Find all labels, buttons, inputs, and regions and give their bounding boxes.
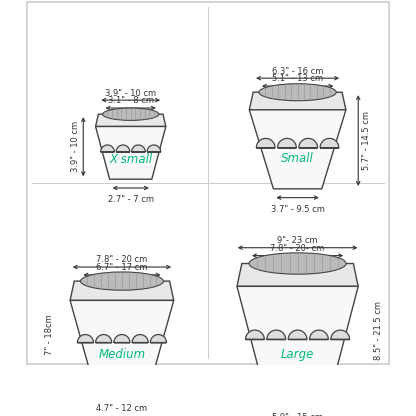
Polygon shape	[249, 110, 346, 189]
Polygon shape	[101, 145, 114, 152]
Polygon shape	[237, 286, 358, 397]
Polygon shape	[288, 330, 307, 339]
Text: Small: Small	[281, 151, 314, 165]
Polygon shape	[96, 114, 166, 126]
Polygon shape	[150, 334, 166, 343]
Text: 3.1" - 8 cm: 3.1" - 8 cm	[108, 97, 154, 105]
Text: Large: Large	[281, 347, 314, 361]
Text: 7.8" - 20- cm: 7.8" - 20- cm	[270, 244, 325, 253]
Text: X small: X small	[109, 154, 152, 166]
Polygon shape	[277, 139, 296, 148]
Text: 6.3" - 16 cm: 6.3" - 16 cm	[272, 67, 323, 76]
Text: 8.5" - 21.5 cm: 8.5" - 21.5 cm	[374, 301, 383, 360]
Polygon shape	[77, 334, 94, 343]
Polygon shape	[249, 92, 346, 110]
Polygon shape	[96, 334, 112, 343]
Polygon shape	[245, 330, 264, 339]
Text: 4.7" - 12 cm: 4.7" - 12 cm	[97, 404, 148, 413]
Polygon shape	[70, 281, 174, 300]
Text: Medium: Medium	[98, 348, 146, 362]
Polygon shape	[114, 334, 130, 343]
Polygon shape	[267, 330, 286, 339]
Text: 3.9" - 10 cm: 3.9" - 10 cm	[71, 121, 80, 172]
Text: 3.7" - 9.5 cm: 3.7" - 9.5 cm	[271, 205, 324, 214]
Polygon shape	[256, 139, 275, 148]
Polygon shape	[132, 334, 148, 343]
Ellipse shape	[259, 84, 336, 101]
Text: 7.8" - 20 cm: 7.8" - 20 cm	[96, 255, 148, 265]
FancyBboxPatch shape	[27, 2, 389, 364]
Text: 5.9" - 15 cm: 5.9" - 15 cm	[272, 413, 323, 416]
Polygon shape	[116, 145, 130, 152]
Polygon shape	[299, 139, 317, 148]
Polygon shape	[70, 300, 174, 388]
Polygon shape	[96, 126, 166, 179]
Text: 3.9" - 10 cm: 3.9" - 10 cm	[105, 89, 156, 97]
Polygon shape	[131, 145, 145, 152]
Text: 7" - 18cm: 7" - 18cm	[45, 314, 54, 355]
Text: 6.7" - 17 cm: 6.7" - 17 cm	[96, 263, 148, 272]
Polygon shape	[310, 330, 328, 339]
Ellipse shape	[80, 272, 163, 290]
Polygon shape	[147, 145, 161, 152]
Text: 9"- 23 cm: 9"- 23 cm	[277, 236, 318, 245]
Ellipse shape	[249, 253, 346, 274]
Polygon shape	[320, 139, 339, 148]
Text: 5.1" - 13 cm: 5.1" - 13 cm	[272, 74, 323, 84]
Polygon shape	[331, 330, 350, 339]
Polygon shape	[237, 263, 358, 286]
Text: 2.7" - 7 cm: 2.7" - 7 cm	[108, 195, 154, 204]
Ellipse shape	[103, 108, 159, 120]
Text: 5.7" - 14.5 cm: 5.7" - 14.5 cm	[362, 111, 371, 170]
